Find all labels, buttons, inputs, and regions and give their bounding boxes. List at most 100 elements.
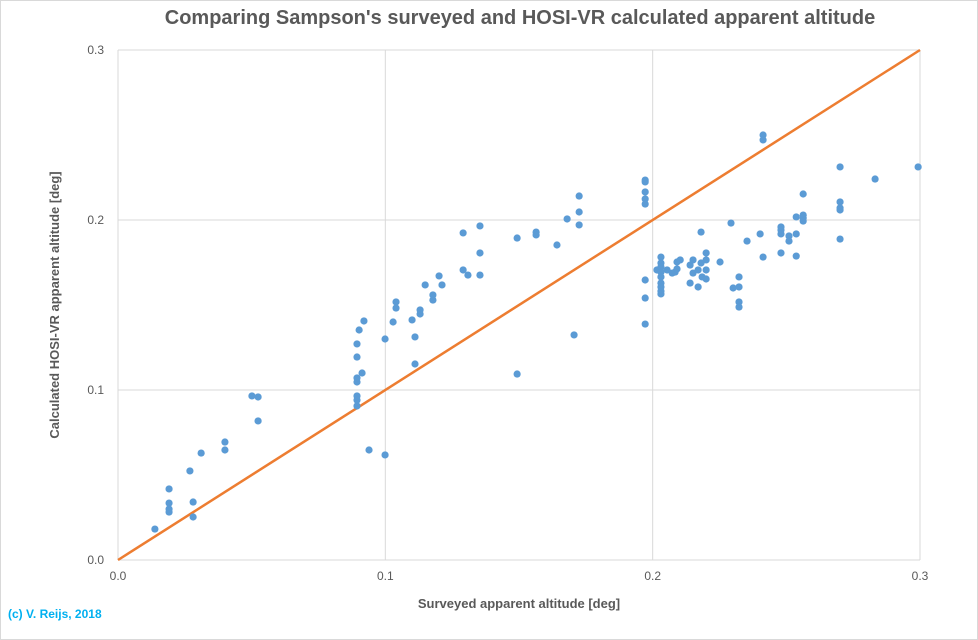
data-point	[702, 266, 710, 274]
y-tick-label: 0.3	[87, 43, 104, 57]
reference-line	[117, 48, 921, 562]
data-point	[532, 231, 540, 239]
data-point	[735, 283, 743, 291]
x-tick-label: 0.3	[912, 569, 929, 583]
gridlines	[117, 49, 921, 561]
data-point	[657, 273, 665, 281]
x-tick-label: 0.0	[110, 569, 127, 583]
data-point	[408, 316, 416, 324]
x-tick-label: 0.2	[644, 569, 661, 583]
data-point	[836, 235, 844, 243]
data-point	[641, 188, 649, 196]
y-axis-label: Calculated HOSI-VR apparent altitude [de…	[47, 171, 62, 438]
data-point	[221, 438, 229, 446]
data-point	[197, 449, 205, 457]
data-point	[563, 215, 571, 223]
data-point	[799, 217, 807, 225]
data-point	[435, 272, 443, 280]
data-point	[429, 291, 437, 299]
data-point	[165, 508, 173, 516]
data-point	[676, 256, 684, 264]
data-point	[735, 303, 743, 311]
data-point	[641, 276, 649, 284]
data-point	[673, 265, 681, 273]
data-point	[727, 219, 735, 227]
data-point	[353, 353, 361, 361]
data-point	[702, 256, 710, 264]
data-point	[657, 290, 665, 298]
data-point	[777, 230, 785, 238]
data-point	[694, 283, 702, 291]
chart-title: Comparing Sampson's surveyed and HOSI-VR…	[165, 7, 875, 29]
data-point	[641, 294, 649, 302]
data-point	[353, 340, 361, 348]
copyright-text: (c) V. Reijs, 2018	[8, 607, 102, 621]
data-point	[743, 237, 751, 245]
data-point	[759, 136, 767, 144]
data-point	[792, 252, 800, 260]
data-point	[353, 402, 361, 410]
data-point	[459, 266, 467, 274]
data-point	[476, 271, 484, 279]
data-point	[641, 320, 649, 328]
data-point	[248, 392, 256, 400]
data-point	[221, 446, 229, 454]
x-axis-label: Surveyed apparent altitude [deg]	[418, 596, 620, 611]
data-point	[353, 374, 361, 382]
data-point	[358, 369, 366, 377]
data-point	[575, 221, 583, 229]
data-point	[389, 318, 397, 326]
data-point	[381, 451, 389, 459]
tick-labels: 0.0 0.1 0.2 0.3 0.0 0.1 0.2 0.3	[87, 43, 928, 583]
data-point	[392, 304, 400, 312]
data-point	[686, 279, 694, 287]
data-point	[353, 392, 361, 400]
y-tick-label: 0.2	[87, 213, 104, 227]
data-point	[697, 228, 705, 236]
data-point	[657, 253, 665, 261]
data-point	[836, 198, 844, 206]
data-point	[464, 271, 472, 279]
data-point	[792, 213, 800, 221]
data-point	[759, 131, 767, 139]
data-point	[575, 208, 583, 216]
data-point	[729, 284, 737, 292]
data-point	[716, 258, 724, 266]
data-point	[702, 275, 710, 283]
data-point	[513, 370, 521, 378]
data-point	[392, 298, 400, 306]
data-point	[756, 230, 764, 238]
data-point	[575, 192, 583, 200]
data-marks	[117, 48, 922, 562]
data-point	[553, 241, 561, 249]
data-point	[360, 317, 368, 325]
data-point	[165, 499, 173, 507]
data-point	[657, 263, 665, 271]
data-point	[799, 190, 807, 198]
data-point	[459, 229, 467, 237]
data-point	[429, 296, 437, 304]
data-point	[641, 195, 649, 203]
data-point	[189, 498, 197, 506]
data-point	[411, 360, 419, 368]
data-point	[785, 237, 793, 245]
data-point	[785, 232, 793, 240]
data-point	[416, 306, 424, 314]
data-point	[365, 446, 373, 454]
data-point	[421, 281, 429, 289]
data-point	[641, 178, 649, 186]
data-point	[657, 268, 665, 276]
data-point	[513, 234, 521, 242]
data-point	[438, 281, 446, 289]
data-point	[836, 163, 844, 171]
x-tick-label: 0.1	[377, 569, 394, 583]
data-point	[411, 333, 419, 341]
data-point	[151, 525, 159, 533]
data-point	[355, 326, 363, 334]
y-tick-label: 0.1	[87, 383, 104, 397]
data-point	[914, 163, 922, 171]
data-point	[871, 175, 879, 183]
data-point	[476, 249, 484, 257]
data-point	[570, 331, 578, 339]
